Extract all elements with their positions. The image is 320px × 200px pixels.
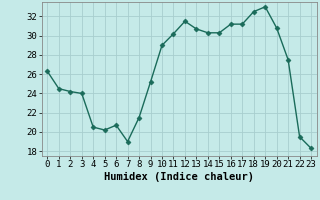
X-axis label: Humidex (Indice chaleur): Humidex (Indice chaleur) <box>104 172 254 182</box>
